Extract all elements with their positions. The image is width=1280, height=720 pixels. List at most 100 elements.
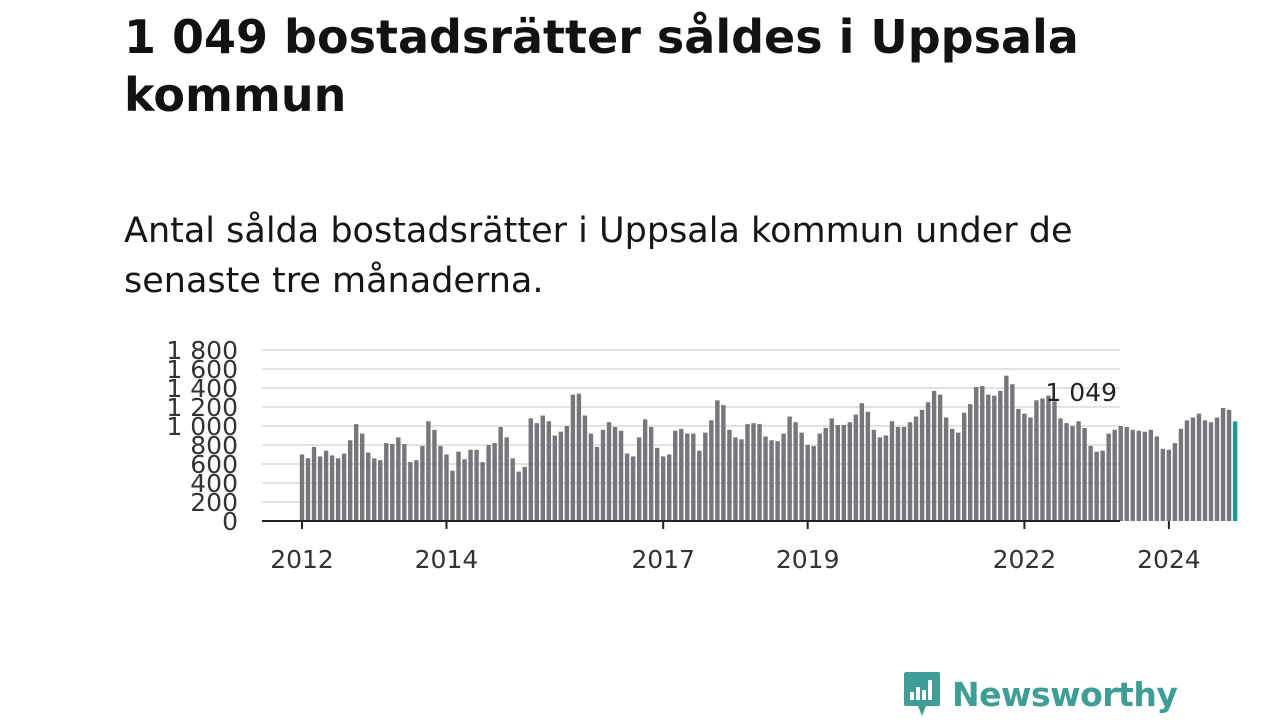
bar [853, 414, 859, 521]
y-tick-label: 600 [190, 450, 238, 479]
x-axis-ticks: 2012 2014 2017 2019 2022 2024 [270, 521, 1201, 574]
bar [516, 471, 521, 521]
bar [1160, 448, 1166, 521]
bar [931, 390, 937, 521]
bar [486, 445, 491, 521]
bar [558, 431, 564, 521]
bar [937, 394, 943, 521]
bar [974, 387, 979, 521]
bar [305, 458, 311, 521]
bar [1082, 427, 1087, 521]
x-tick-label: 2024 [1137, 545, 1201, 574]
bar [366, 452, 371, 521]
bar [955, 432, 961, 521]
bar [1136, 430, 1141, 521]
bar [420, 445, 425, 521]
bar [847, 422, 853, 521]
bar [492, 443, 497, 521]
bar [727, 429, 732, 521]
bar [335, 458, 341, 521]
bar [895, 426, 901, 521]
bar [709, 420, 714, 521]
latest-value-label: 1 049 [1045, 378, 1117, 407]
bar [715, 400, 720, 521]
bar [408, 462, 413, 521]
bar [426, 421, 431, 521]
bar [1070, 426, 1075, 521]
bar [360, 433, 365, 521]
bar [1220, 407, 1226, 521]
bar [642, 419, 648, 521]
y-tick-label: 1 800 [166, 336, 238, 365]
bar [925, 402, 931, 521]
bar [618, 430, 624, 521]
bar [396, 437, 401, 521]
bar [546, 421, 552, 521]
bar [414, 460, 419, 521]
bar [661, 456, 666, 521]
bar [763, 436, 768, 521]
bar [1088, 445, 1093, 521]
bar [1130, 429, 1135, 521]
bar [510, 458, 515, 521]
bar [943, 417, 949, 521]
bar [835, 425, 840, 521]
bar [474, 449, 479, 521]
bar [1028, 417, 1033, 521]
bar [1040, 398, 1045, 521]
x-tick-label: 2019 [776, 545, 840, 574]
bar [1208, 422, 1214, 521]
bar [877, 437, 883, 521]
bar [564, 426, 570, 521]
bar [570, 394, 576, 521]
bar [1058, 418, 1063, 521]
bar [769, 440, 774, 521]
bar [648, 426, 654, 521]
bar [1166, 449, 1172, 521]
bar [1100, 450, 1105, 521]
bar [721, 405, 726, 521]
bar [703, 432, 708, 521]
y-tick-label: 400 [190, 469, 238, 498]
bar [901, 426, 907, 521]
bar [624, 453, 630, 521]
bar [540, 415, 545, 521]
bar [534, 423, 539, 521]
bar [751, 423, 756, 521]
bar [1148, 429, 1154, 521]
bar [805, 445, 810, 521]
bar [498, 426, 503, 521]
bar [576, 393, 582, 521]
bar [1118, 426, 1123, 521]
bar [799, 432, 804, 521]
bar [1226, 409, 1232, 521]
bar [1022, 413, 1027, 521]
bar [1004, 375, 1009, 521]
bar [654, 447, 660, 521]
bar [1052, 401, 1057, 521]
bar [739, 439, 744, 521]
bar [588, 433, 594, 521]
bar [372, 458, 377, 521]
bar [1124, 426, 1129, 521]
chart-subtitle: Antal sålda bostadsrätter i Uppsala komm… [124, 211, 1073, 301]
bar [787, 416, 792, 521]
bar [1016, 408, 1021, 521]
bar [793, 422, 798, 521]
bar [528, 418, 533, 521]
bar [871, 429, 877, 521]
bar [691, 433, 696, 521]
bar [673, 430, 678, 521]
bar [582, 415, 588, 521]
chart-title: 1 049 bostadsrätter såldes i Uppsala kom… [124, 10, 1079, 122]
bar [980, 386, 985, 521]
bar [775, 441, 780, 521]
bar [311, 446, 317, 521]
bar [823, 427, 828, 521]
bar [299, 454, 305, 521]
bar [907, 422, 913, 521]
bar [636, 437, 642, 521]
bar [612, 426, 618, 521]
bar [1064, 423, 1069, 521]
